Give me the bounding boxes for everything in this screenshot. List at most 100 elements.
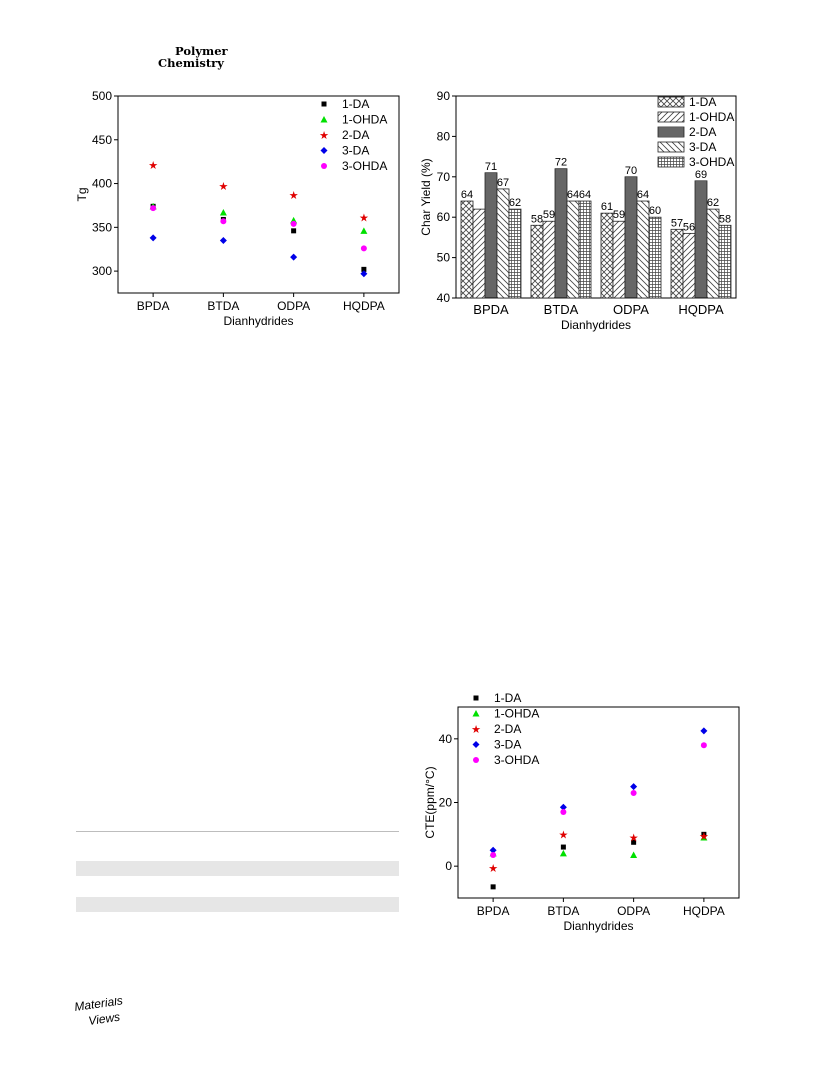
y-axis-label: Char Yield (%) <box>419 158 433 235</box>
y-tick-label: 450 <box>92 133 112 147</box>
bar-value-label: 61 <box>601 201 613 213</box>
bar <box>706 208 720 299</box>
y-tick-label: 0 <box>445 859 452 873</box>
bar-value-label: 72 <box>555 157 567 169</box>
legend-marker <box>320 116 328 123</box>
data-point <box>291 228 297 234</box>
bar <box>612 220 626 299</box>
data-point <box>490 852 497 859</box>
journal-name-line2: Chemistry <box>158 56 224 70</box>
legend-marker <box>321 101 327 107</box>
data-point: ★ <box>629 833 639 845</box>
x-axis-label: Dianhydrides <box>563 919 633 933</box>
legend-label: 1-OHDA <box>689 110 734 124</box>
x-axis-label: Dianhydrides <box>223 314 293 328</box>
x-tick-label: HQDPA <box>683 904 725 918</box>
legend-swatch <box>657 96 685 108</box>
cte-scatter-chart: 0 20 40 BPDA BTDA ODPA HQDPA Dianhydrides CTE(pp… <box>423 691 740 933</box>
legend-label: 2-DA <box>342 128 369 142</box>
bar-value-label: 64 <box>579 189 591 201</box>
legend-marker <box>320 147 328 154</box>
bar-value-label: 59 <box>613 209 625 221</box>
legend-swatch <box>657 126 685 138</box>
bar-value-label: 67 <box>497 177 509 189</box>
legend-label: 3-DA <box>342 144 369 158</box>
x-tick-label: BTDA <box>544 302 579 317</box>
bar <box>636 200 650 299</box>
data-point <box>490 884 496 890</box>
bar-value-label: 64 <box>567 189 579 201</box>
data-point <box>489 846 497 854</box>
table-shaded-row <box>76 861 399 876</box>
data-point <box>700 742 707 749</box>
x-tick-label: ODPA <box>617 904 650 918</box>
legend-swatch <box>657 111 685 123</box>
bar-value-label: 57 <box>671 217 683 229</box>
journal-name: Polymer Chemistry <box>158 45 228 69</box>
journal-name-line1: Polymer <box>175 44 228 58</box>
data-point: ★ <box>289 190 299 202</box>
bar <box>600 212 614 299</box>
bar-value-label: 60 <box>649 205 661 217</box>
bar <box>578 200 592 299</box>
bar <box>472 208 486 299</box>
data-point: ★ <box>218 181 228 193</box>
legend-label: 1-DA <box>494 691 521 705</box>
data-point <box>219 236 227 244</box>
y-tick-label: 350 <box>92 220 112 234</box>
legend-label: 1-DA <box>342 97 369 111</box>
data-point <box>290 253 298 261</box>
bar <box>694 180 708 299</box>
data-point <box>360 245 367 252</box>
bar <box>484 172 498 299</box>
data-point: ★ <box>359 213 369 225</box>
legend-label: 1-OHDA <box>342 113 387 127</box>
data-point <box>290 220 297 227</box>
x-tick-label: ODPA <box>277 299 310 313</box>
bar <box>682 232 696 299</box>
legend-marker <box>472 741 480 748</box>
data-point <box>360 227 368 234</box>
bar-value-label: 58 <box>531 213 543 225</box>
data-point <box>560 844 566 850</box>
bar-value-label: 70 <box>625 165 637 177</box>
legend-label: 1-OHDA <box>494 707 539 721</box>
bar <box>670 228 684 299</box>
data-point <box>630 783 638 791</box>
legend-marker <box>473 695 479 701</box>
y-tick-label: 40 <box>439 732 453 746</box>
x-tick-label: ODPA <box>613 302 649 317</box>
bar <box>530 224 544 299</box>
plot-frame <box>455 95 737 299</box>
x-tick-label: BPDA <box>137 299 170 313</box>
data-point <box>700 727 708 735</box>
x-tick-label: BPDA <box>477 904 510 918</box>
data-point <box>559 803 567 811</box>
legend-label: 3-DA <box>494 738 521 752</box>
publisher-logo: Materials Views <box>75 998 124 1028</box>
legend-swatch <box>657 141 685 153</box>
table-top-rule <box>76 831 399 832</box>
x-axis-label: Dianhydrides <box>561 318 631 332</box>
bar <box>718 224 732 299</box>
bar <box>566 200 580 299</box>
data-point <box>149 234 157 242</box>
bar-value-label: 58 <box>719 213 731 225</box>
y-axis-label: Tg <box>76 187 89 201</box>
svg-text:Views: Views <box>87 1010 120 1028</box>
data-point: ★ <box>558 829 568 841</box>
data-point <box>361 266 367 272</box>
bar-value-label: 64 <box>637 189 649 201</box>
bar-value-label: 62 <box>509 197 521 209</box>
legend-label: 2-DA <box>689 125 716 139</box>
legend-label: 3-DA <box>689 140 716 154</box>
bar-value-label: 71 <box>485 161 497 173</box>
bar <box>542 220 556 299</box>
legend-label: 3-OHDA <box>494 753 539 767</box>
x-tick-label: BTDA <box>547 904 579 918</box>
tg-scatter-chart: 300 350 400 450 500 BPDA BTDA ODPA HQDPA Dianhydr… <box>76 89 400 328</box>
x-tick-label: BTDA <box>207 299 239 313</box>
bar <box>508 208 522 299</box>
data-point <box>630 789 637 796</box>
y-tick-label: 90 <box>437 89 451 103</box>
